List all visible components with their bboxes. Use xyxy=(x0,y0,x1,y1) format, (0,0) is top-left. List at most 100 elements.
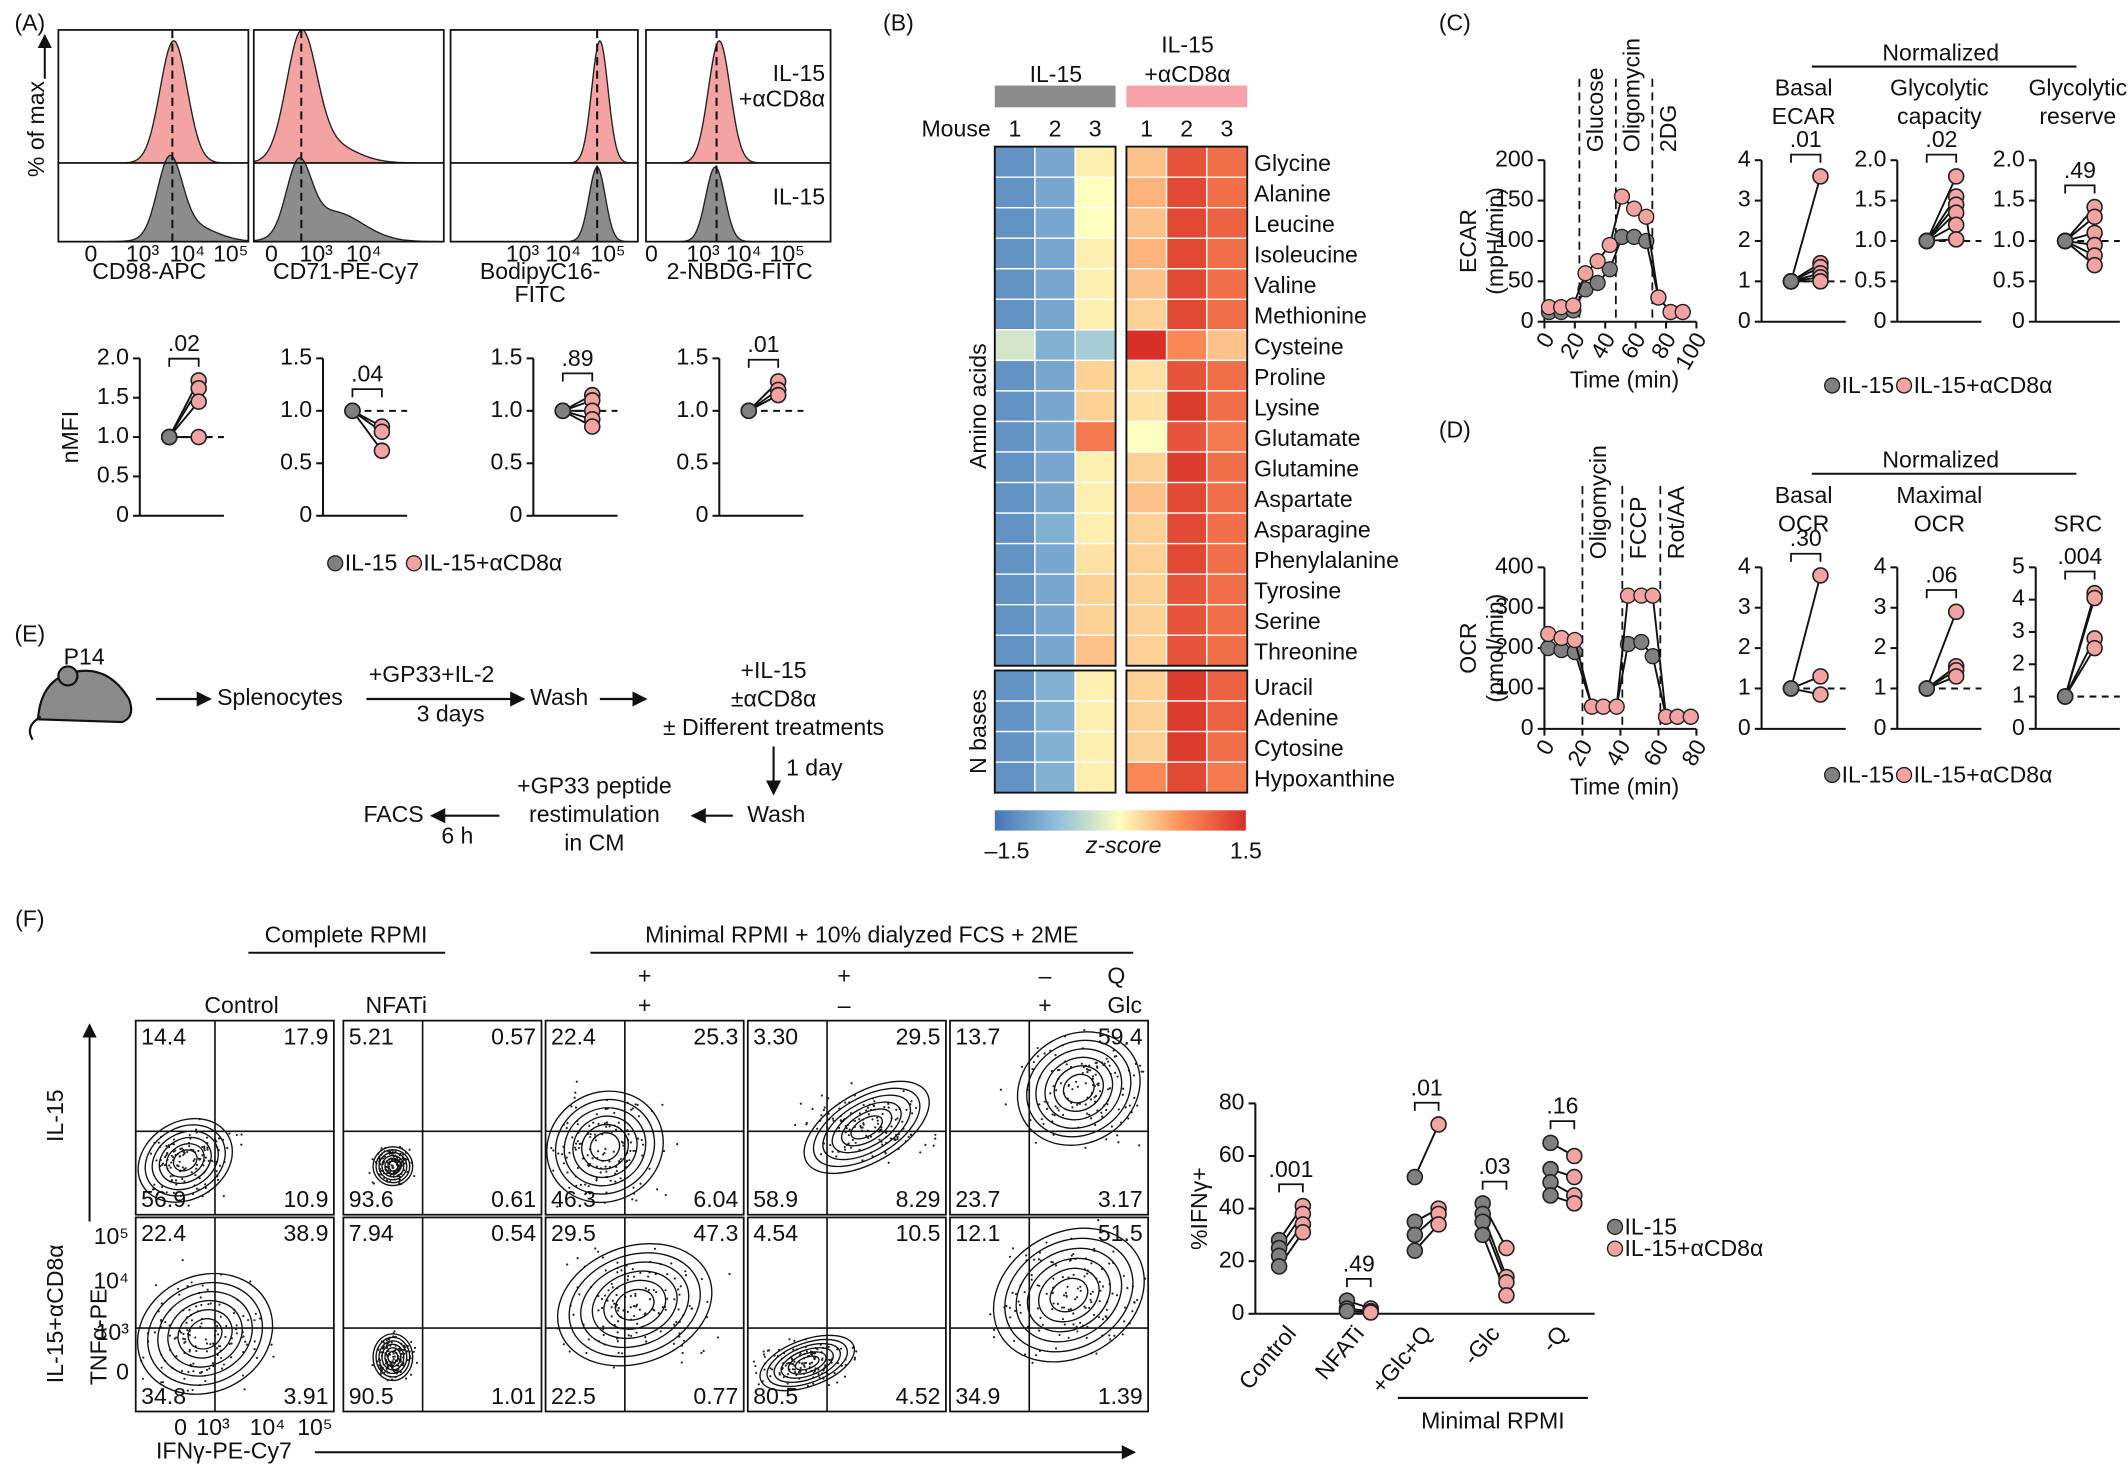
contour xyxy=(1062,1073,1095,1104)
legend-label: IL-15+αCD8α xyxy=(1914,761,2053,787)
data-point xyxy=(740,402,758,420)
heatmap-cell xyxy=(1206,700,1248,733)
event-dot xyxy=(561,1153,564,1156)
event-dot xyxy=(788,1338,791,1341)
significance-bracket xyxy=(1278,1183,1304,1193)
event-dot xyxy=(195,1167,198,1170)
event-dot xyxy=(869,1135,873,1138)
contour xyxy=(556,1243,713,1367)
plot-frame xyxy=(134,1019,335,1216)
event-dot xyxy=(205,1350,209,1353)
legend-marker xyxy=(405,555,423,572)
heatmap-cell xyxy=(1034,176,1076,209)
event-dot xyxy=(1072,1252,1075,1256)
event-dot xyxy=(1014,1292,1018,1296)
event-dot xyxy=(192,1159,195,1163)
y-tick-label: 1.0 xyxy=(280,396,312,422)
p-value: .04 xyxy=(351,361,383,387)
event-dot xyxy=(199,1325,202,1328)
heatmap-cell xyxy=(1074,669,1116,702)
data-point xyxy=(769,386,787,404)
event-dot xyxy=(1037,1258,1040,1261)
event-dot xyxy=(1075,1296,1079,1299)
event-dot xyxy=(1128,1104,1131,1107)
event-dot xyxy=(168,1164,171,1167)
heatmap-cell xyxy=(1165,451,1208,484)
event-dot xyxy=(215,1140,218,1143)
heatmap-cell xyxy=(1034,512,1076,545)
event-dot xyxy=(843,1145,846,1149)
quadrant-value: 25.3 xyxy=(693,1023,738,1049)
event-dot xyxy=(188,1334,191,1337)
heatmap-cell xyxy=(1165,359,1208,392)
event-dot xyxy=(661,1103,664,1106)
contour xyxy=(822,1094,912,1161)
event-dot xyxy=(860,1126,863,1129)
y-tick-label: 0 xyxy=(2012,307,2025,333)
event-dot xyxy=(914,1106,918,1109)
event-dot xyxy=(1113,1334,1116,1337)
section-header: Complete RPMI xyxy=(265,922,428,948)
event-dot xyxy=(622,1141,625,1144)
event-dot xyxy=(673,1277,676,1280)
event-dot xyxy=(1025,1254,1028,1257)
colorbar-title: z-score xyxy=(1085,832,1162,858)
p-value: .004 xyxy=(2057,543,2102,569)
event-dot xyxy=(1076,1103,1079,1106)
contour xyxy=(850,1115,883,1140)
event-dot xyxy=(634,1103,637,1106)
contour xyxy=(1026,1257,1111,1333)
row-label: IL-15 xyxy=(773,183,826,209)
event-dot xyxy=(1091,1290,1094,1293)
legend-label: IL-15+αCD8α xyxy=(423,550,562,576)
quadrant-value: 56.9 xyxy=(141,1186,186,1212)
group-label: IL-15 xyxy=(1161,31,1214,57)
event-dot xyxy=(594,1247,597,1250)
contour xyxy=(167,1299,243,1368)
event-dot xyxy=(610,1306,613,1309)
event-dot xyxy=(188,1145,191,1148)
legend-marker xyxy=(1606,1240,1624,1257)
event-dot xyxy=(393,1355,396,1358)
event-dot xyxy=(1032,1060,1035,1064)
event-dot xyxy=(635,1303,639,1306)
event-dot xyxy=(228,1342,231,1345)
event-dot xyxy=(172,1138,176,1141)
mouse-ear xyxy=(57,665,79,687)
heatmap-cell xyxy=(1165,329,1208,362)
heatmap-cell xyxy=(1034,237,1076,270)
event-dot xyxy=(207,1303,210,1306)
event-dot xyxy=(410,1340,413,1343)
event-dot xyxy=(854,1119,857,1123)
event-dot xyxy=(919,1151,922,1154)
heatmap-cell xyxy=(1074,481,1116,514)
event-dot xyxy=(634,1294,637,1297)
event-dot xyxy=(1043,1100,1046,1103)
event-dot xyxy=(645,1340,648,1343)
heatmap-cell xyxy=(1125,420,1168,453)
x-tick-label: 20 xyxy=(1562,735,1597,770)
data-point xyxy=(1918,680,1936,697)
event-dot xyxy=(253,1319,256,1322)
event-dot xyxy=(805,1361,808,1364)
heatmap-cell xyxy=(1165,542,1208,575)
y-tick-label: 1 xyxy=(1738,674,1751,700)
event-dot xyxy=(172,1191,175,1194)
event-dot xyxy=(1088,1113,1091,1116)
heatmap-cell xyxy=(1125,730,1168,763)
event-dot xyxy=(208,1367,211,1370)
event-dot xyxy=(226,1146,229,1150)
event-dot xyxy=(575,1080,578,1083)
p-value: .01 xyxy=(747,331,779,357)
event-dot xyxy=(805,1350,809,1353)
y-tick-label: 0 xyxy=(116,1359,129,1385)
event-dot xyxy=(1114,1071,1117,1074)
event-dot xyxy=(768,1349,771,1352)
event-dot xyxy=(1061,1306,1064,1309)
significance-bracket xyxy=(1925,153,1958,163)
row-label: IL-15 xyxy=(42,1089,68,1142)
y-tick-label: 0 xyxy=(1232,1299,1245,1325)
injection-label: Glucose xyxy=(1582,67,1608,152)
event-dot xyxy=(855,1350,858,1353)
quadrant-value: 10.9 xyxy=(284,1186,329,1212)
